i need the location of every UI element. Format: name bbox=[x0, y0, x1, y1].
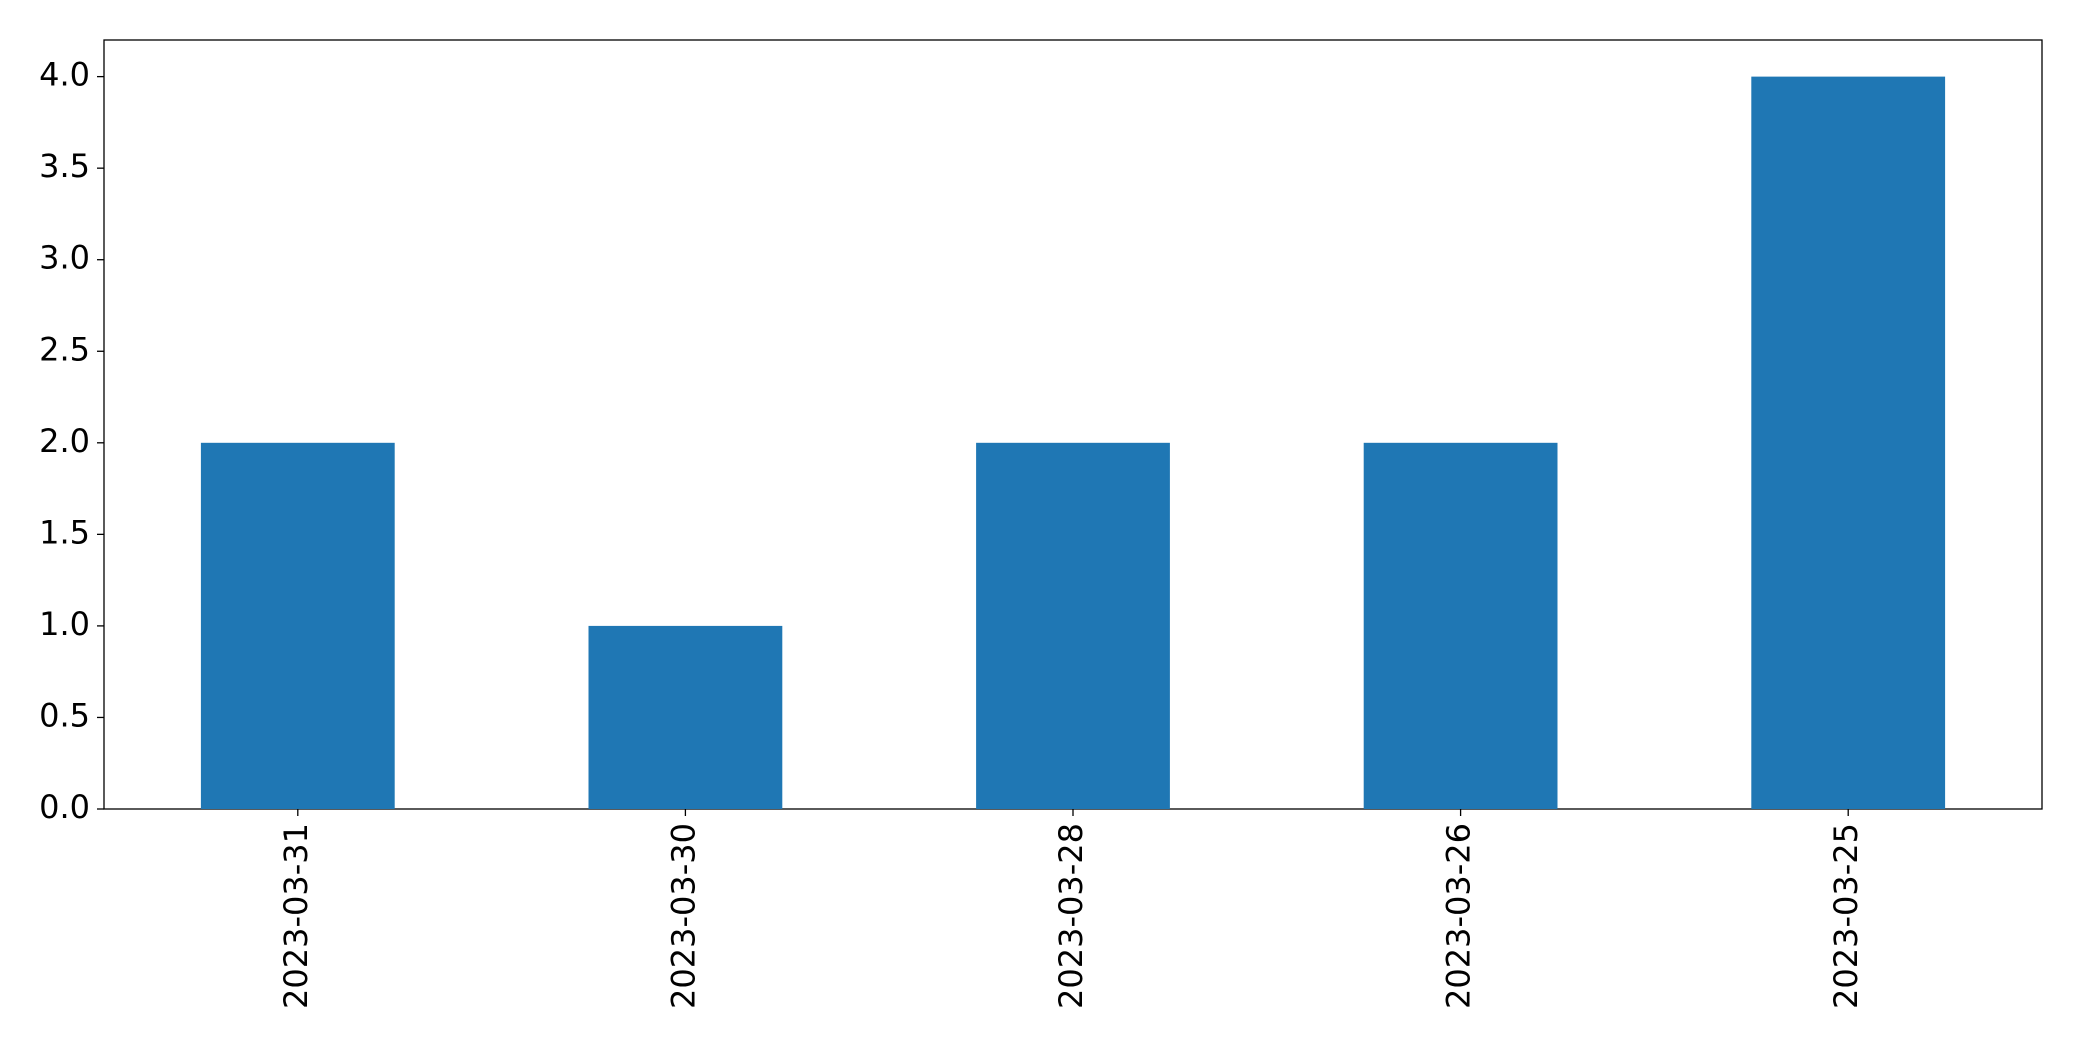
bar bbox=[200, 442, 395, 809]
bar bbox=[1751, 76, 1946, 810]
y-tick-label: 0.0 bbox=[39, 788, 90, 826]
x-tick-label: 2023-03-26 bbox=[1440, 823, 1478, 1009]
y-tick-label: 1.5 bbox=[39, 513, 90, 551]
bar bbox=[588, 625, 783, 809]
x-tick-label: 2023-03-31 bbox=[277, 823, 315, 1009]
y-tick-label: 2.5 bbox=[39, 330, 90, 368]
y-tick-label: 0.5 bbox=[39, 696, 90, 734]
y-tick-label: 1.0 bbox=[39, 605, 90, 643]
y-tick-label: 4.0 bbox=[39, 56, 90, 94]
y-tick-label: 3.5 bbox=[39, 147, 90, 185]
bar bbox=[976, 442, 1170, 809]
y-tick-label: 3.0 bbox=[39, 239, 90, 277]
bar bbox=[1363, 442, 1558, 809]
x-tick-label: 2023-03-25 bbox=[1827, 823, 1865, 1009]
y-tick-label: 2.0 bbox=[39, 422, 90, 460]
x-tick-label: 2023-03-28 bbox=[1052, 823, 1090, 1009]
x-tick-label: 2023-03-30 bbox=[664, 823, 702, 1009]
